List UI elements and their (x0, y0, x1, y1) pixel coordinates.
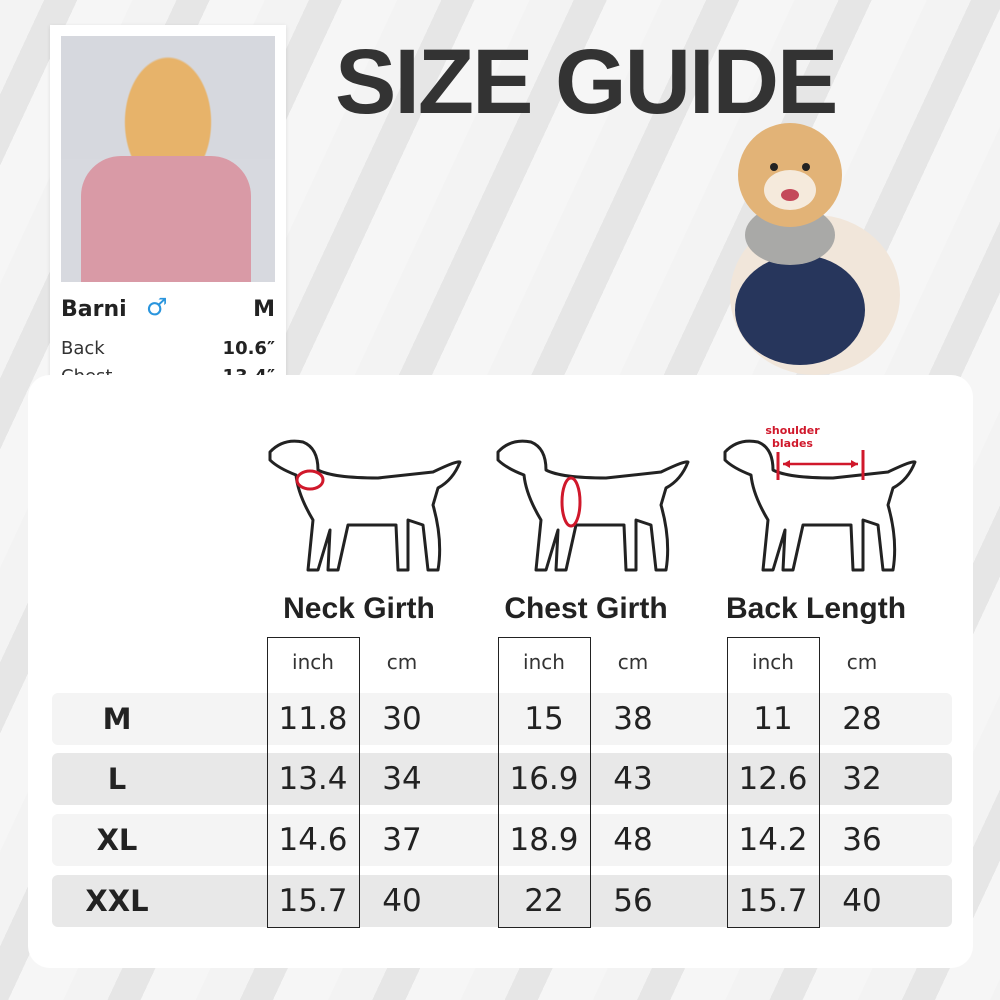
dog-name: Barni (61, 297, 127, 322)
size-label: XL (96, 823, 138, 857)
inch-cell: 13.4 (278, 761, 348, 797)
male-icon: ♂ (146, 293, 168, 321)
inch-column-outline (727, 637, 820, 928)
cm-cell: 48 (613, 822, 653, 858)
unit-cm: cm (386, 650, 418, 674)
dog-profile-card: Barni ♂ M Back 10.6″ Chest 13.4″ (50, 25, 286, 395)
size-label: XXL (85, 884, 149, 918)
chest-girth-header: Chest Girth (504, 592, 668, 625)
dog-photo-navy-coat (730, 123, 900, 375)
inch-cell: 11.8 (278, 701, 348, 737)
inch-cell: 15 (524, 701, 564, 737)
inch-cell: 11 (753, 701, 793, 737)
cm-cell: 28 (842, 701, 882, 737)
table-row: XL 14.6 37 18.9 48 14.2 36 (52, 814, 952, 866)
cm-cell: 43 (613, 761, 653, 797)
dog-neck-diagram-icon (268, 439, 462, 572)
unit-inch: inch (292, 650, 334, 674)
inch-cell: 15.7 (738, 883, 808, 919)
cm-cell: 56 (613, 883, 653, 919)
size-label: M (102, 702, 132, 736)
inch-column-outline (498, 637, 591, 928)
dog-photo-pink-coat (61, 36, 275, 282)
cm-cell: 38 (613, 701, 653, 737)
inch-cell: 16.9 (509, 761, 579, 797)
cm-cell: 36 (842, 822, 882, 858)
unit-cm: cm (846, 650, 878, 674)
unit-inch: inch (752, 650, 794, 674)
table-row: L 13.4 34 16.9 43 12.6 32 (52, 753, 952, 805)
inch-column-outline (267, 637, 360, 928)
cm-cell: 37 (382, 822, 422, 858)
inch-cell: 12.6 (738, 761, 808, 797)
dog-chest-diagram-icon (496, 439, 690, 572)
inch-cell: 14.6 (278, 822, 348, 858)
shoulder-blades-label: shoulder blades (765, 424, 820, 450)
inch-cell: 22 (524, 883, 564, 919)
back-label: Back (61, 338, 105, 359)
cm-cell: 32 (842, 761, 882, 797)
table-row: M 11.8 30 15 38 11 28 (52, 693, 952, 745)
cm-cell: 34 (382, 761, 422, 797)
unit-cm: cm (617, 650, 649, 674)
neck-girth-header: Neck Girth (283, 592, 435, 625)
back-length-header: Back Length (725, 592, 907, 625)
size-label: L (107, 762, 127, 796)
back-value: 10.6″ (222, 338, 275, 359)
table-row: XXL 15.7 40 22 56 15.7 40 (52, 875, 952, 927)
unit-inch: inch (523, 650, 565, 674)
dog-back-diagram-icon (723, 439, 917, 572)
cm-cell: 40 (382, 883, 422, 919)
size-chart-panel (28, 375, 973, 968)
inch-cell: 14.2 (738, 822, 808, 858)
dog-size: M (253, 297, 275, 322)
page-title: SIZE GUIDE (335, 31, 838, 133)
cm-cell: 30 (382, 701, 422, 737)
inch-cell: 18.9 (509, 822, 579, 858)
inch-cell: 15.7 (278, 883, 348, 919)
cm-cell: 40 (842, 883, 882, 919)
